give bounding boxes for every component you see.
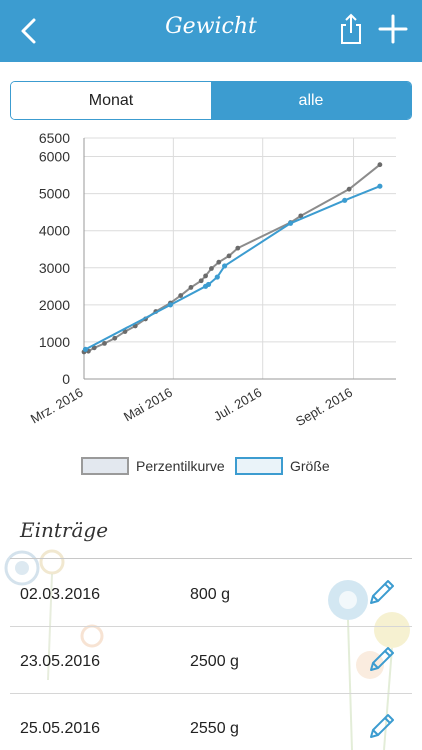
entry-date: 25.05.2016 xyxy=(20,720,101,737)
percentile-point xyxy=(203,273,208,279)
y-tick-label: 0 xyxy=(62,371,70,387)
size-point xyxy=(287,220,294,226)
percentile-point xyxy=(188,285,194,290)
x-tick-label: Sept. 2016 xyxy=(293,385,355,429)
size-point xyxy=(82,346,89,352)
page-title: Gewicht xyxy=(165,14,257,39)
share-icon xyxy=(341,13,361,44)
x-tick-label: Jul. 2016 xyxy=(211,385,264,424)
x-tick-label: Mrz. 2016 xyxy=(28,385,86,427)
y-tick-label: 5000 xyxy=(39,186,70,202)
x-tick-label: Mai 2016 xyxy=(121,385,175,425)
percentile-point xyxy=(377,162,383,168)
size-point xyxy=(342,197,348,203)
percentile-point xyxy=(178,293,184,298)
percentile-point xyxy=(226,253,232,259)
percentile-point xyxy=(112,335,118,341)
pencil-icon xyxy=(370,714,394,738)
edit-entry-button[interactable] xyxy=(364,576,398,610)
chevron-left-icon xyxy=(21,18,36,44)
plus-icon xyxy=(378,14,408,44)
list-item: 23.05.2016 2500 g xyxy=(10,627,412,694)
entry-date: 23.05.2016 xyxy=(20,653,101,670)
legend-size-label: Größe xyxy=(290,458,330,474)
percentile-point xyxy=(346,186,352,192)
y-tick-label: 3000 xyxy=(39,260,70,276)
percentile-point xyxy=(235,245,241,251)
list-item: 25.05.2016 2550 g xyxy=(10,694,412,750)
size-point xyxy=(377,183,383,189)
size-point xyxy=(167,302,174,308)
pencil-icon xyxy=(370,647,394,671)
percentile-point xyxy=(216,259,222,265)
chart-svg: 0 1000 2000 3000 4000 5000 6000 6500 Mrz. 2016 Ma… xyxy=(28,130,396,475)
entry-value: 800 g xyxy=(190,586,231,603)
legend-size-swatch xyxy=(235,457,283,475)
edit-entry-button[interactable] xyxy=(364,643,398,677)
nav-bar: Gewicht xyxy=(0,0,422,62)
percentile-point xyxy=(91,345,97,351)
range-segmented-control: Monat alle xyxy=(10,81,412,120)
y-tick-label: 1000 xyxy=(39,334,70,350)
segment-alle[interactable]: alle xyxy=(211,82,411,119)
back-button[interactable] xyxy=(14,13,48,49)
size-point xyxy=(205,281,212,288)
entry-value: 2550 g xyxy=(190,720,239,737)
weight-chart: 0 1000 2000 3000 4000 5000 6000 6500 Mrz. 2016 Ma… xyxy=(0,126,422,496)
percentile-point xyxy=(102,341,107,346)
y-tick-label: 6500 xyxy=(39,130,70,146)
y-tick-label: 2000 xyxy=(39,297,70,313)
entry-value: 2500 g xyxy=(190,653,239,670)
size-point xyxy=(214,274,220,280)
share-button[interactable] xyxy=(336,12,366,46)
list-item: 02.03.2016 800 g xyxy=(10,560,412,627)
legend-percentile-swatch xyxy=(81,457,129,475)
percentile-point xyxy=(209,266,214,271)
percentile-point xyxy=(298,213,304,219)
percentile-point xyxy=(198,278,204,284)
entry-date: 02.03.2016 xyxy=(20,586,101,603)
edit-entry-button[interactable] xyxy=(364,710,398,744)
pencil-icon xyxy=(370,580,394,604)
segment-monat[interactable]: Monat xyxy=(11,82,211,119)
entries-heading: Einträge xyxy=(20,518,109,542)
y-tick-label: 6000 xyxy=(39,149,70,165)
percentile-series-line xyxy=(83,163,381,353)
y-tick-label: 4000 xyxy=(39,223,70,239)
add-entry-button[interactable] xyxy=(376,12,410,46)
legend-percentile-label: Perzentilkurve xyxy=(136,458,225,474)
entries-divider xyxy=(10,558,412,559)
size-point xyxy=(222,263,228,269)
